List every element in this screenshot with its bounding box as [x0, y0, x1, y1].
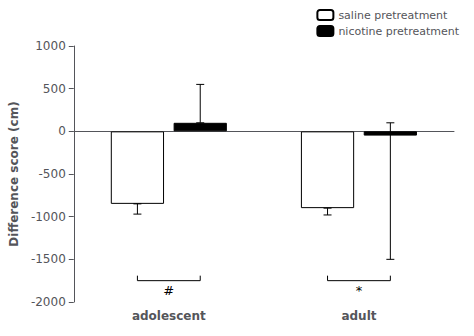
svg-text:-500: -500 — [39, 167, 66, 181]
svg-text:nicotine pretreatment: nicotine pretreatment — [338, 25, 459, 38]
svg-text:500: 500 — [43, 82, 66, 96]
svg-text:*: * — [356, 283, 363, 298]
svg-text:1000: 1000 — [35, 39, 66, 53]
svg-text:adult: adult — [341, 309, 376, 323]
svg-text:adolescent: adolescent — [132, 309, 206, 323]
svg-text:0: 0 — [58, 124, 66, 138]
svg-text:saline pretreatment: saline pretreatment — [338, 9, 448, 22]
svg-text:#: # — [163, 283, 174, 298]
svg-text:Difference score (cm): Difference score (cm) — [7, 101, 21, 246]
svg-text:-2000: -2000 — [31, 295, 66, 309]
svg-text:-1000: -1000 — [31, 210, 66, 224]
svg-text:-1500: -1500 — [31, 252, 66, 266]
